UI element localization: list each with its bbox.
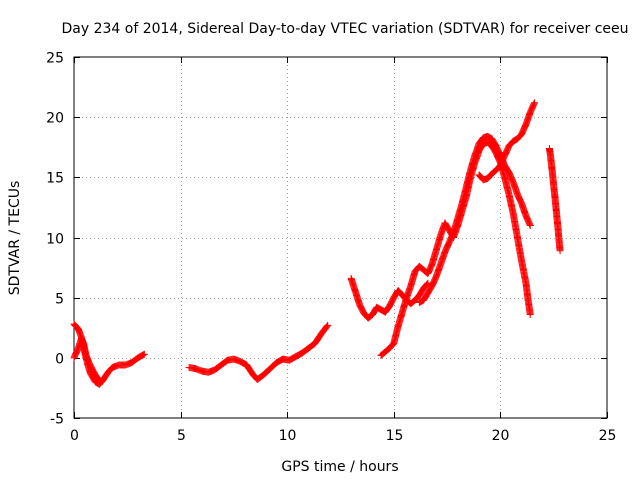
x-tick-label: 25 xyxy=(599,428,617,444)
y-tick-label: 5 xyxy=(55,292,64,308)
data-point xyxy=(222,358,230,366)
series-arc-7 xyxy=(475,99,539,184)
x-tick-label: 5 xyxy=(177,428,186,444)
series-arc-8 xyxy=(545,144,564,255)
data-point xyxy=(140,350,148,358)
data-point xyxy=(139,351,147,359)
y-tick-label: 25 xyxy=(46,51,64,67)
data-point xyxy=(323,322,331,330)
data-point xyxy=(526,221,534,229)
y-tick-label: 20 xyxy=(46,111,64,127)
series-arc-4 xyxy=(347,274,432,322)
data-point xyxy=(531,99,539,107)
chart-title: Day 234 of 2014, Sidereal Day-to-day VTE… xyxy=(61,21,628,37)
grid-lines xyxy=(74,57,607,418)
data-point xyxy=(108,364,116,372)
x-tick-label: 20 xyxy=(492,428,510,444)
series-arc-2 xyxy=(70,335,148,386)
data-point xyxy=(556,247,564,255)
axis-ticks: 0 5 10 15 20 25 -5 0 5 10 15 20 25 xyxy=(46,51,616,445)
data-point xyxy=(422,281,430,289)
series-arc-3 xyxy=(185,321,332,383)
data-series xyxy=(70,99,564,388)
x-tick-label: 15 xyxy=(386,428,404,444)
y-tick-label: 15 xyxy=(46,171,64,187)
data-point xyxy=(526,311,534,319)
y-tick-label: 10 xyxy=(46,232,64,248)
x-axis-label: GPS time / hours xyxy=(281,459,398,475)
data-point xyxy=(423,280,431,288)
data-point xyxy=(324,321,332,329)
y-axis-label: SDTVAR / TECUs xyxy=(7,181,23,296)
y-tick-label: -5 xyxy=(50,412,64,428)
y-tick-label: 0 xyxy=(55,352,64,368)
x-tick-label: 0 xyxy=(70,428,79,444)
data-point xyxy=(139,351,147,359)
plot-frame xyxy=(73,56,608,419)
x-tick-label: 10 xyxy=(279,428,297,444)
